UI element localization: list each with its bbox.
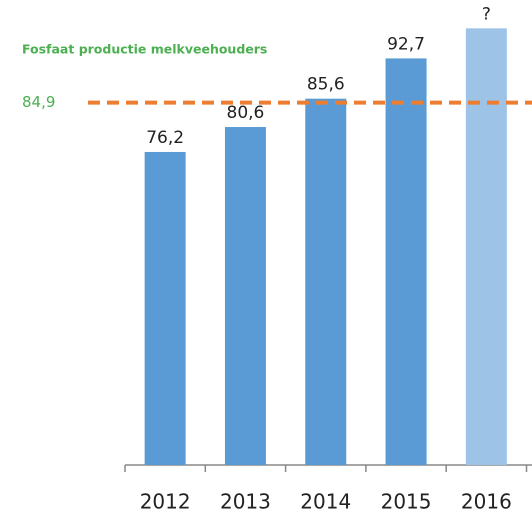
reference-label: 84,9 — [22, 93, 55, 111]
x-tick-label: 2012 — [140, 490, 191, 514]
x-tick-label: 2016 — [461, 490, 512, 514]
x-tick-label: 2015 — [381, 490, 432, 514]
reference-name: Fosfaat productie melkveehouders — [22, 42, 267, 57]
x-tick-label: 2014 — [300, 490, 351, 514]
bar — [144, 151, 186, 465]
value-label: 80,6 — [227, 103, 265, 123]
bar — [224, 127, 266, 466]
bar — [465, 28, 507, 465]
bar — [305, 98, 347, 466]
bar — [385, 58, 427, 465]
value-label: 92,7 — [387, 34, 425, 54]
value-label: 85,6 — [307, 75, 345, 95]
x-tick-label: 2013 — [220, 490, 271, 514]
value-label: ? — [482, 4, 491, 24]
value-label: 76,2 — [146, 128, 184, 148]
